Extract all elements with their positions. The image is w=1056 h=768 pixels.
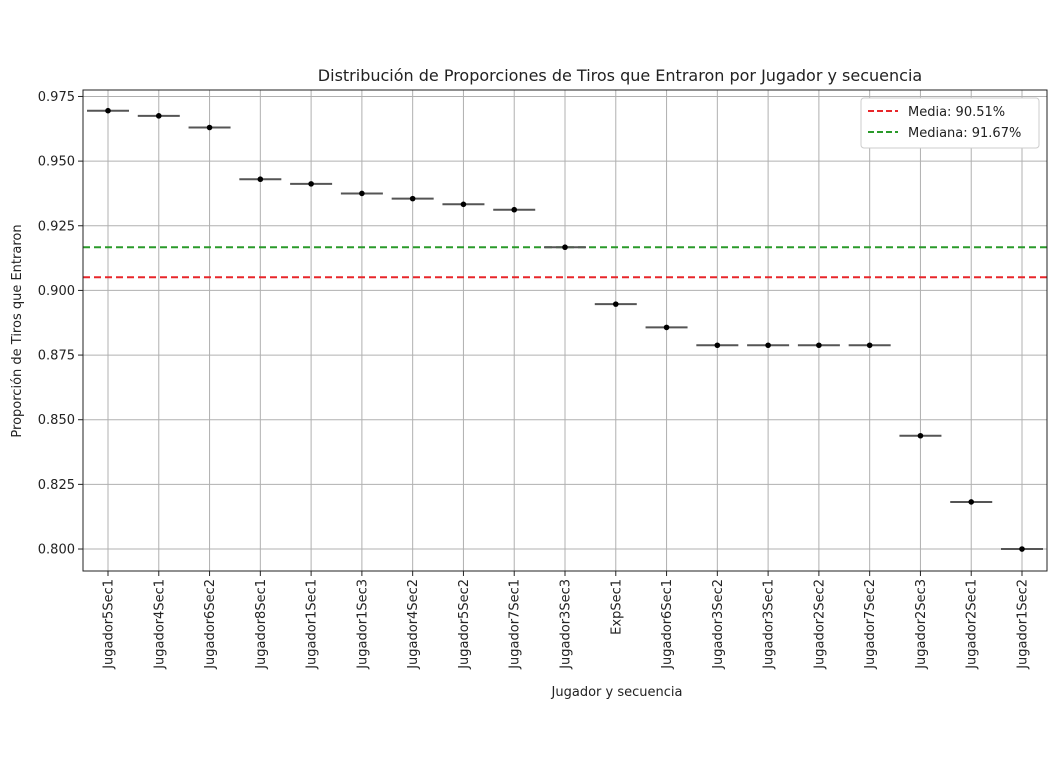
grid	[83, 90, 1047, 571]
x-tick-label: Jugador2Sec1	[965, 579, 980, 670]
x-tick-label: Jugador1Sec2	[1016, 579, 1031, 670]
x-axis-label: Jugador y secuencia	[551, 685, 683, 700]
data-point	[562, 244, 568, 251]
data-point	[612, 301, 619, 307]
x-tick-label: ExpSec1	[609, 579, 624, 635]
y-axis: 0.800 0.825 0.850 0.875 0.900 0.925 0.950 0.975	[38, 90, 83, 558]
reference-lines	[83, 246, 1047, 279]
x-tick-label: Jugador3Sec1	[762, 579, 777, 670]
data-point	[460, 201, 467, 208]
data-point	[968, 499, 975, 505]
data-point	[105, 107, 111, 114]
x-tick-label: Jugador7Sec2	[863, 579, 878, 670]
y-tick-label: 0.825	[38, 478, 75, 493]
y-tick-label: 0.925	[38, 219, 75, 234]
data-point	[206, 124, 213, 131]
legend-box	[860, 97, 1040, 149]
data-point	[409, 195, 416, 202]
x-tick-label: Jugador7Sec1	[508, 579, 523, 670]
x-tick-label: Jugador6Sec2	[203, 579, 218, 670]
legend: Media: 90.51% Mediana: 91.67%	[860, 97, 1040, 149]
x-tick-label: Jugador4Sec1	[152, 579, 167, 670]
x-tick-label: Jugador3Sec3	[559, 579, 574, 670]
x-tick-label: Jugador3Sec2	[711, 579, 726, 670]
y-axis-label: Proporción de Tiros que Entraron	[10, 224, 25, 437]
y-tick-label: 0.900	[38, 284, 75, 299]
x-tick-label: Jugador2Sec3	[914, 579, 929, 670]
data-point	[155, 113, 162, 119]
x-tick-label: Jugador8Sec1	[254, 579, 269, 670]
y-tick-label: 0.875	[38, 349, 75, 364]
data-point	[308, 181, 314, 187]
chart-title: Distribución de Proporciones de Tiros qu…	[318, 66, 922, 85]
data-point	[765, 342, 771, 349]
y-tick-label: 0.975	[38, 90, 75, 105]
x-axis: Jugador5Sec1 Jugador4Sec1 Jugador6Sec2 Juga…	[102, 571, 1031, 670]
x-tick-label: Jugador1Sec1	[305, 579, 320, 670]
data-point	[663, 324, 670, 331]
y-tick-label: 0.950	[38, 155, 75, 170]
legend-mean-label: Media: 90.51%	[908, 105, 1005, 120]
legend-median-label: Mediana: 91.67%	[908, 126, 1021, 141]
y-tick-label: 0.850	[38, 413, 75, 428]
x-tick-label: Jugador2Sec2	[812, 579, 827, 670]
data-point	[917, 432, 924, 439]
data-marks	[87, 107, 1043, 552]
x-tick-label: Jugador6Sec1	[660, 579, 675, 670]
data-point	[714, 342, 721, 349]
x-tick-label: Jugador5Sec1	[102, 579, 117, 670]
y-tick-label: 0.800	[38, 543, 75, 558]
x-tick-label: Jugador4Sec2	[406, 579, 421, 670]
data-point	[866, 342, 873, 349]
data-point	[359, 190, 365, 197]
x-tick-label: Jugador5Sec2	[457, 579, 472, 670]
x-tick-label: Jugador1Sec3	[355, 579, 370, 670]
data-point	[816, 342, 822, 349]
data-point	[1019, 546, 1025, 552]
data-point	[511, 206, 518, 213]
data-point	[257, 176, 264, 183]
